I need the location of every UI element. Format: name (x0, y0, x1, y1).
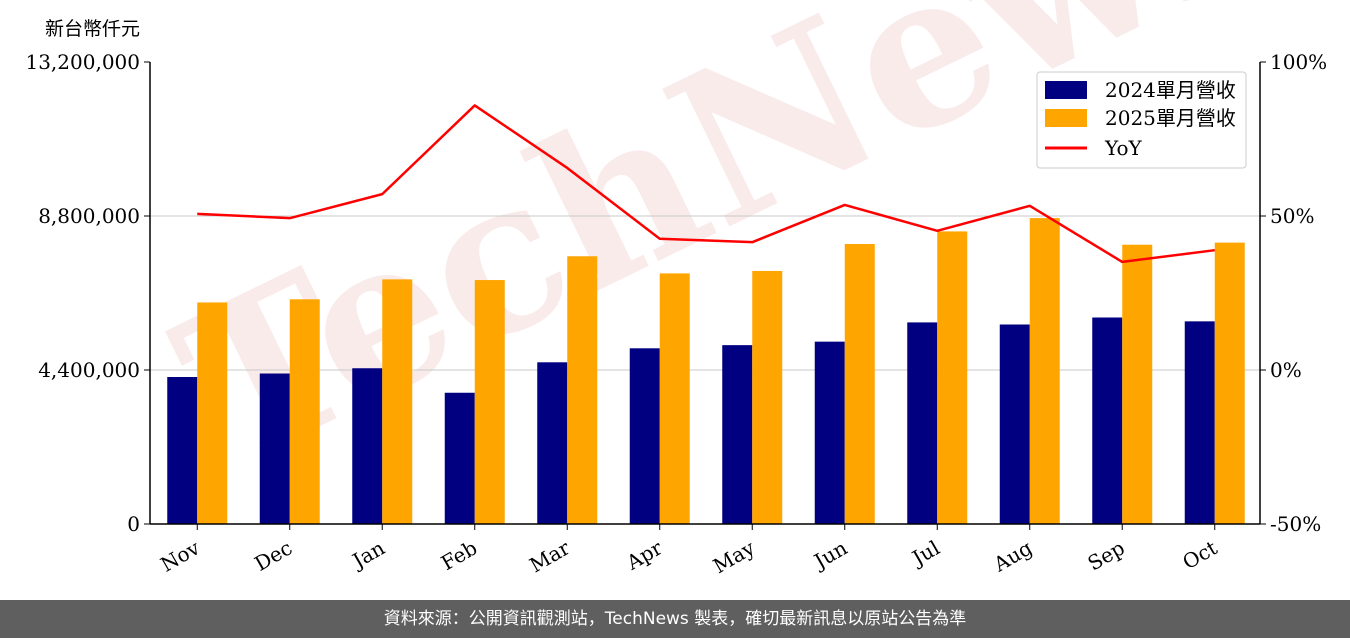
bar-2025-jun (844, 244, 875, 524)
bar-2024-may (722, 345, 753, 524)
bar-2024-feb (444, 392, 475, 524)
bar-2025-jul (937, 231, 968, 524)
x-tick-label-mar: Mar (525, 535, 574, 577)
x-tick-label-dec: Dec (250, 536, 296, 576)
bar-2025-may (752, 270, 783, 524)
legend-label-2: YoY (1104, 136, 1143, 160)
x-tick-label-aug: Aug (989, 535, 1037, 576)
bar-2025-nov (197, 302, 228, 524)
bar-2025-dec (289, 299, 320, 524)
bar-2024-apr (629, 348, 660, 524)
bar-2024-nov (167, 377, 198, 524)
x-tick-label-oct: Oct (1178, 536, 1221, 575)
x-tick-label-sep: Sep (1084, 536, 1129, 576)
source-footer: 資料來源：公開資訊觀測站，TechNews 製表，確切最新訊息以原站公告為準 (0, 600, 1350, 638)
x-tick-label-nov: Nov (156, 535, 204, 577)
revenue-chart: TechNews04,400,0008,800,00013,200,000-50… (25, 0, 1327, 578)
left-tick-label: 13,200,000 (25, 50, 140, 74)
left-tick-label: 8,800,000 (38, 204, 140, 228)
bar-2024-jul (907, 322, 938, 524)
y-axis-unit-label: 新台幣仟元 (45, 18, 141, 40)
bar-2024-sep (1092, 317, 1123, 524)
legend-swatch-0 (1045, 81, 1087, 99)
bar-2024-dec (259, 373, 290, 524)
right-tick-label: 50% (1270, 204, 1314, 228)
x-tick-label-jan: Jan (347, 535, 389, 573)
x-tick-label-may: May (709, 535, 759, 578)
bar-2025-apr (659, 273, 690, 524)
x-tick-label-apr: Apr (622, 535, 667, 575)
x-tick-label-jun: Jun (808, 535, 851, 574)
x-tick-label-feb: Feb (437, 536, 481, 575)
bar-2025-feb (474, 280, 505, 524)
bar-2025-jan (382, 279, 413, 524)
bar-2025-mar (567, 256, 598, 524)
bar-2024-aug (999, 324, 1030, 524)
legend-box (1036, 71, 1247, 169)
right-tick-label: 100% (1270, 50, 1327, 74)
bar-2025-sep (1122, 244, 1153, 524)
right-tick-label: 0% (1270, 358, 1302, 382)
legend-swatch-1 (1045, 109, 1087, 127)
yoy-line (197, 104, 1215, 264)
bar-2025-aug (1029, 218, 1060, 524)
bar-2024-oct (1184, 321, 1215, 524)
bar-2024-mar (537, 362, 568, 524)
legend-label-1: 2025單月營收 (1105, 106, 1236, 130)
left-tick-label: 4,400,000 (38, 358, 140, 382)
bar-2025-oct (1214, 242, 1245, 524)
x-tick-label-jul: Jul (906, 536, 943, 571)
legend-label-0: 2024單月營收 (1105, 78, 1236, 102)
bar-2024-jun (814, 341, 845, 524)
bar-2024-jan (352, 368, 383, 524)
right-tick-label: -50% (1270, 512, 1321, 536)
left-tick-label: 0 (127, 512, 140, 536)
